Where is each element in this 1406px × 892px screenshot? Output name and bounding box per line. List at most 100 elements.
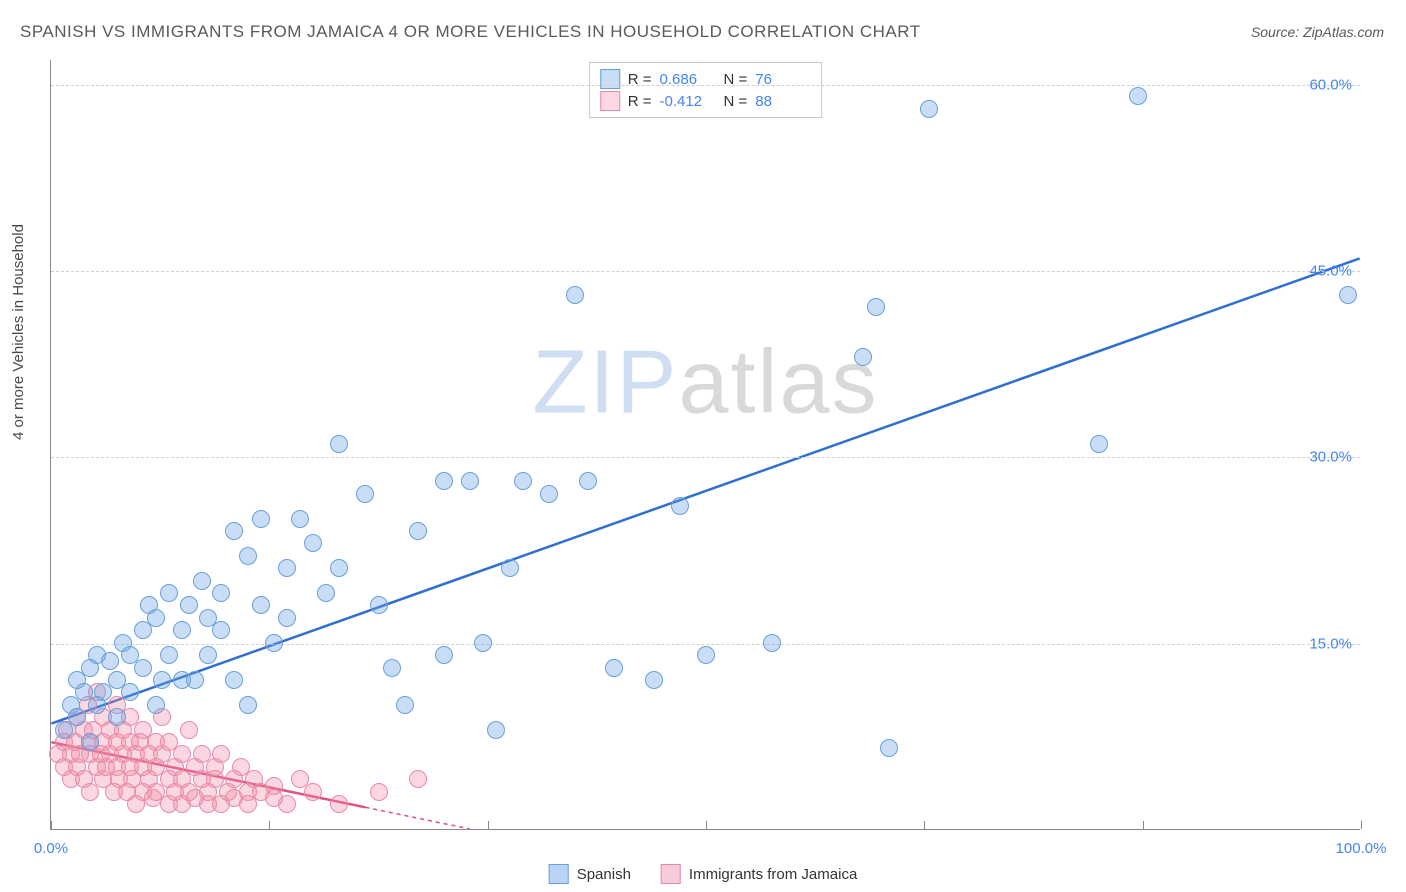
data-point xyxy=(180,721,198,739)
data-point xyxy=(252,596,270,614)
data-point xyxy=(278,609,296,627)
data-point xyxy=(356,485,374,503)
data-point xyxy=(514,472,532,490)
data-point xyxy=(68,708,86,726)
data-point xyxy=(383,659,401,677)
data-point xyxy=(225,671,243,689)
data-point xyxy=(291,510,309,528)
legend-label: Immigrants from Jamaica xyxy=(689,866,857,883)
data-point xyxy=(645,671,663,689)
data-point xyxy=(566,286,584,304)
data-point xyxy=(370,783,388,801)
watermark-atlas: atlas xyxy=(678,332,878,432)
legend: Spanish Immigrants from Jamaica xyxy=(549,864,858,884)
data-point xyxy=(212,621,230,639)
ytick-label: 60.0% xyxy=(1309,76,1352,93)
data-point xyxy=(671,497,689,515)
data-point xyxy=(435,472,453,490)
legend-label: Spanish xyxy=(577,866,631,883)
watermark: ZIPatlas xyxy=(532,331,878,434)
gridline-h xyxy=(51,457,1360,458)
data-point xyxy=(330,435,348,453)
r-value: -0.412 xyxy=(660,93,716,110)
data-point xyxy=(160,646,178,664)
gridline-h xyxy=(51,271,1360,272)
data-point xyxy=(186,671,204,689)
y-axis-label: 4 or more Vehicles in Household xyxy=(10,224,27,440)
legend-item: Immigrants from Jamaica xyxy=(661,864,857,884)
data-point xyxy=(121,683,139,701)
watermark-zip: ZIP xyxy=(532,332,678,432)
data-point xyxy=(199,646,217,664)
xtick xyxy=(924,821,925,829)
data-point xyxy=(1339,286,1357,304)
data-point xyxy=(252,510,270,528)
data-point xyxy=(763,634,781,652)
r-label: R = xyxy=(628,93,652,110)
data-point xyxy=(101,652,119,670)
gridline-h xyxy=(51,644,1360,645)
data-point xyxy=(330,795,348,813)
data-point xyxy=(108,708,126,726)
ytick-label: 15.0% xyxy=(1309,635,1352,652)
xtick xyxy=(706,821,707,829)
xtick xyxy=(51,821,52,829)
data-point xyxy=(147,696,165,714)
ytick-label: 45.0% xyxy=(1309,263,1352,280)
plot-area: ZIPatlas R =0.686N =76 R = -0.412 N = 88 15.… xyxy=(50,60,1360,830)
xtick-label: 0.0% xyxy=(34,840,68,857)
data-point xyxy=(880,739,898,757)
data-point xyxy=(540,485,558,503)
data-point xyxy=(501,559,519,577)
data-point xyxy=(212,745,230,763)
ytick-label: 30.0% xyxy=(1309,449,1352,466)
data-point xyxy=(487,721,505,739)
data-point xyxy=(304,534,322,552)
stats-box: R =0.686N =76 R = -0.412 N = 88 xyxy=(589,62,823,118)
data-point xyxy=(409,770,427,788)
data-point xyxy=(330,559,348,577)
stat-row: R =0.686N =76 xyxy=(600,69,812,89)
xtick xyxy=(269,821,270,829)
chart-title: SPANISH VS IMMIGRANTS FROM JAMAICA 4 OR … xyxy=(20,22,921,42)
data-point xyxy=(134,659,152,677)
source-label: Source: ZipAtlas.com xyxy=(1251,24,1384,40)
data-point xyxy=(409,522,427,540)
xtick-label: 100.0% xyxy=(1336,840,1387,857)
data-point xyxy=(317,584,335,602)
legend-swatch xyxy=(549,864,569,884)
data-point xyxy=(474,634,492,652)
data-point xyxy=(225,522,243,540)
xtick xyxy=(488,821,489,829)
data-point xyxy=(396,696,414,714)
data-point xyxy=(265,777,283,795)
series-swatch xyxy=(600,91,620,111)
data-point xyxy=(304,783,322,801)
data-point xyxy=(697,646,715,664)
data-point xyxy=(854,348,872,366)
data-point xyxy=(147,609,165,627)
xtick xyxy=(1361,821,1362,829)
data-point xyxy=(180,596,198,614)
n-label: N = xyxy=(724,93,748,110)
data-point xyxy=(193,572,211,590)
data-point xyxy=(867,298,885,316)
series-swatch xyxy=(600,69,620,89)
data-point xyxy=(278,559,296,577)
stat-row: R = -0.412 N = 88 xyxy=(600,91,812,111)
data-point xyxy=(153,671,171,689)
data-point xyxy=(173,621,191,639)
xtick xyxy=(1143,821,1144,829)
data-point xyxy=(81,733,99,751)
data-point xyxy=(1090,435,1108,453)
data-point xyxy=(212,584,230,602)
data-point xyxy=(278,795,296,813)
n-value: 88 xyxy=(755,93,811,110)
legend-swatch xyxy=(661,864,681,884)
data-point xyxy=(1129,87,1147,105)
data-point xyxy=(160,584,178,602)
data-point xyxy=(920,100,938,118)
legend-item: Spanish xyxy=(549,864,631,884)
data-point xyxy=(435,646,453,664)
data-point xyxy=(239,547,257,565)
